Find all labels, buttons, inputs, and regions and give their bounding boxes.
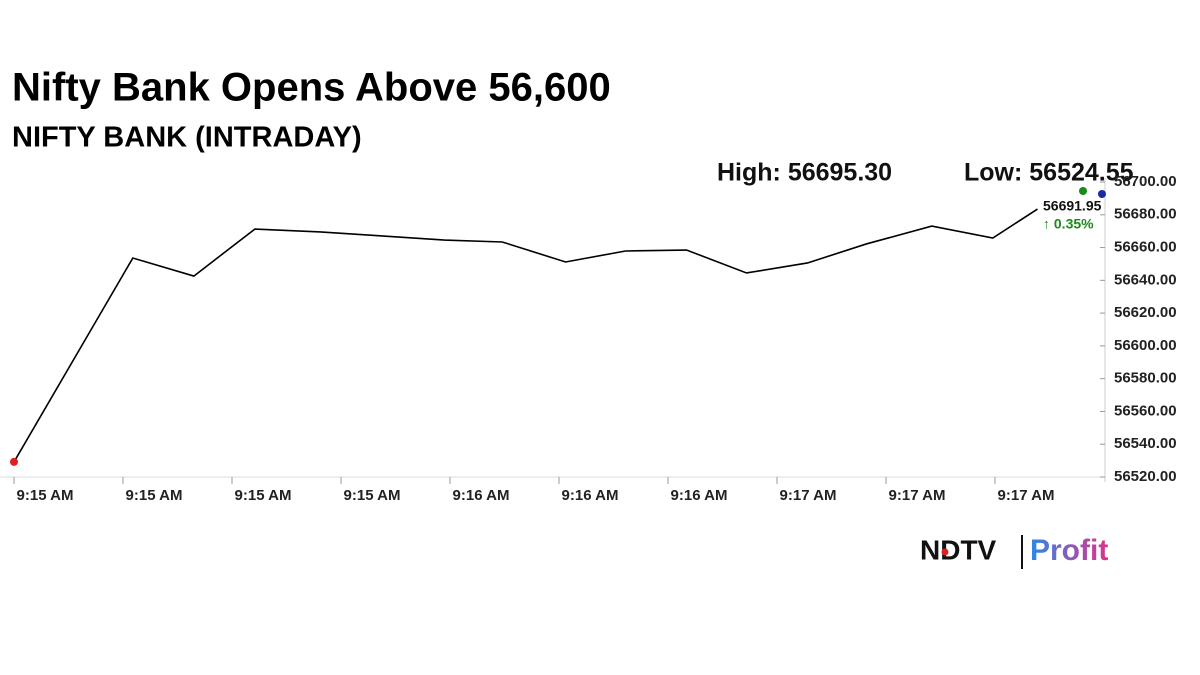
price-label: 56691.95 [1043, 198, 1102, 214]
x-tick-label: 9:15 AM [235, 487, 292, 504]
y-tick-label: 56540.00 [1114, 435, 1177, 452]
x-tick-label: 9:17 AM [998, 487, 1055, 504]
x-tick-label: 9:15 AM [126, 487, 183, 504]
x-tick-label: 9:17 AM [889, 487, 946, 504]
price-line [13, 208, 1038, 463]
chart-title: Nifty Bank Opens Above 56,600 [12, 66, 611, 110]
change-label: ↑ 0.35% [1043, 216, 1094, 232]
logo-dot [941, 548, 949, 556]
y-tick-label: 56600.00 [1114, 337, 1177, 354]
high-dot [1079, 187, 1087, 195]
logo-product: Profit [1030, 534, 1108, 567]
low-label: Low: 56524.55 [964, 159, 1134, 187]
y-tick-label: 56700.00 [1114, 173, 1177, 190]
x-tick-label: 9:16 AM [671, 487, 728, 504]
x-tick-label: 9:15 AM [17, 487, 74, 504]
open-point [10, 457, 18, 466]
high-label: High: 56695.30 [717, 159, 892, 187]
x-tick-label: 9:17 AM [780, 487, 837, 504]
logo-brand: NDTV [920, 534, 997, 565]
y-tick-label: 56660.00 [1114, 239, 1177, 256]
x-tick-label: 9:16 AM [562, 487, 619, 504]
y-tick-label: 56560.00 [1114, 402, 1177, 419]
y-tick-label: 56520.00 [1114, 468, 1177, 485]
chart-subtitle: NIFTY BANK (INTRADAY) [12, 122, 362, 154]
low-dot [1098, 190, 1106, 198]
y-tick-label: 56640.00 [1114, 271, 1177, 288]
y-tick-label: 56620.00 [1114, 304, 1177, 321]
x-tick-label: 9:15 AM [344, 487, 401, 504]
y-tick-label: 56580.00 [1114, 370, 1177, 387]
y-tick-label: 56680.00 [1114, 206, 1177, 223]
x-tick-label: 9:16 AM [453, 487, 510, 504]
